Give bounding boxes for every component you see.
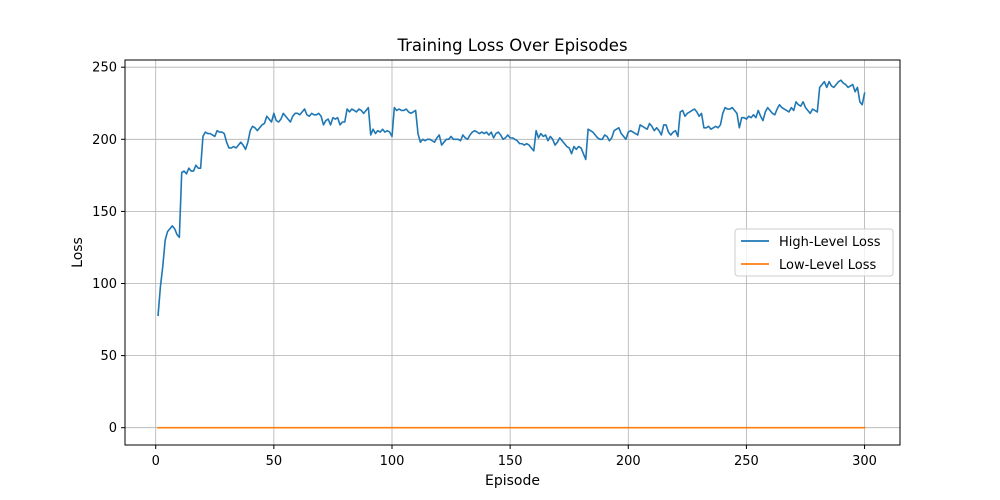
series-line-high-level-loss [157, 79, 866, 317]
y-tick-label: 200 [92, 133, 117, 148]
x-tick-label: 50 [266, 454, 283, 469]
x-tick-label: 100 [380, 454, 405, 469]
y-tick-label: 0 [109, 421, 117, 436]
y-tick-label: 50 [100, 349, 117, 364]
chart-title: Training Loss Over Episodes [396, 36, 627, 55]
legend-label: Low-Level Loss [779, 258, 876, 273]
y-axis-title: Loss [70, 237, 86, 268]
x-axis-title: Episode [485, 473, 540, 489]
x-tick-label: 0 [152, 454, 160, 469]
x-tick-label: 300 [852, 454, 877, 469]
axis-ticks: 0 50 100 150 200 250 300 0 50 100 150 200 250 [92, 61, 877, 469]
plot-frame [124, 59, 901, 446]
legend-box [734, 228, 894, 277]
y-tick-label: 150 [92, 205, 117, 220]
x-tick-label: 200 [616, 454, 641, 469]
x-tick-label: 150 [498, 454, 523, 469]
y-tick-label: 250 [92, 61, 117, 76]
legend-label: High-Level Loss [779, 235, 881, 250]
legend: High-Level Loss Low-Level Loss [734, 228, 894, 277]
x-tick-label: 250 [734, 454, 759, 469]
y-tick-label: 100 [92, 277, 117, 292]
series-lines [157, 79, 866, 429]
